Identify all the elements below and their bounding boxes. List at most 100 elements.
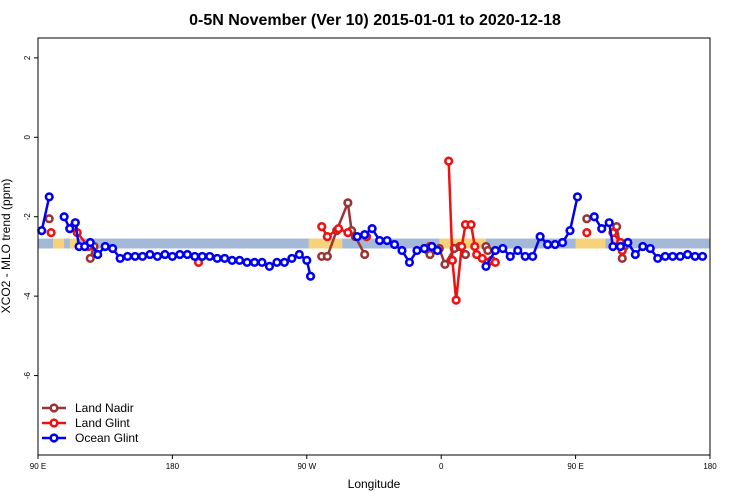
data-point [294, 249, 304, 260]
data-point [360, 249, 370, 260]
y-tick-label: 0 [23, 135, 32, 140]
x-axis: 90 E 180 90 W 0 90 E 180 [30, 455, 717, 471]
data-point [425, 249, 435, 260]
chart-title: 0-5N November (Ver 10) 2015-01-01 to 202… [189, 12, 561, 29]
data-point [675, 251, 685, 262]
data-point [597, 224, 607, 234]
data-point [444, 156, 454, 166]
data-point [305, 271, 316, 281]
data-point [108, 243, 118, 254]
data-point [481, 261, 491, 271]
data-point [333, 224, 344, 234]
data-point [412, 245, 422, 256]
data-point [287, 253, 297, 264]
series-land-glint [46, 156, 627, 305]
data-point [37, 226, 47, 236]
data-point [660, 251, 670, 262]
data-point [130, 251, 140, 262]
legend-marker [49, 433, 59, 443]
data-point [272, 257, 282, 267]
data-point [513, 245, 523, 256]
series-line [447, 161, 496, 301]
data-point [604, 218, 614, 228]
data-point [343, 228, 353, 238]
data-point [483, 245, 493, 256]
y-tick-label: -4 [23, 292, 32, 300]
data-point [498, 243, 508, 254]
legend-label: Ocean Glint [75, 431, 139, 445]
data-point [59, 212, 69, 222]
data-point [432, 245, 443, 256]
band-highlight [69, 238, 80, 249]
data-point [470, 241, 480, 252]
data-point [190, 251, 200, 262]
data-point [152, 251, 163, 262]
data-point [343, 198, 353, 208]
data-point [182, 249, 192, 260]
data-point [249, 257, 260, 267]
series-ocean-glint [37, 192, 708, 281]
data-point [382, 235, 392, 246]
data-point [242, 257, 252, 267]
data-point [528, 251, 538, 262]
data-point [572, 192, 583, 202]
data-point [460, 249, 471, 260]
legend-label: Land Glint [75, 416, 130, 430]
band-highlight [308, 238, 343, 249]
data-point [653, 253, 663, 264]
series-line [320, 226, 349, 239]
data-point [85, 253, 95, 264]
x-tick-label: 90 E [30, 462, 46, 471]
data-point [457, 241, 467, 252]
data-point [145, 249, 155, 260]
data-point [160, 249, 170, 260]
data-point [70, 218, 80, 228]
y-axis: 2 0 -2 -4 -6 [23, 55, 38, 379]
series-line [40, 196, 51, 231]
data-point [279, 257, 290, 267]
data-point [550, 239, 560, 250]
data-point [630, 249, 640, 260]
data-point [235, 255, 245, 266]
data-point [227, 255, 237, 266]
y-tick-label: -2 [23, 213, 32, 221]
data-point [44, 192, 54, 202]
legend-marker [49, 418, 59, 428]
data-point [668, 251, 678, 262]
data-point [617, 253, 627, 264]
data-point [115, 253, 125, 264]
x-tick-label: 180 [166, 462, 180, 471]
data-point [682, 249, 693, 260]
data-point [582, 228, 592, 238]
data-point [557, 237, 568, 248]
data-point [302, 255, 312, 266]
legend-item: Land Nadir [42, 401, 134, 415]
x-tick-label: 90 E [567, 462, 583, 471]
y-tick-label: -6 [23, 371, 32, 379]
data-point [645, 243, 655, 254]
data-point [397, 245, 407, 256]
data-point [197, 251, 207, 262]
plot-frame [37, 37, 711, 456]
data-point [44, 214, 54, 224]
data-point [451, 295, 461, 305]
data-point [690, 251, 700, 262]
band-highlight [575, 238, 606, 249]
data-point [608, 241, 618, 252]
data-point [137, 251, 148, 262]
data-point [440, 259, 450, 269]
legend-item: Ocean Glint [42, 431, 139, 445]
data-point [167, 251, 177, 262]
data-point [447, 255, 458, 266]
data-point [46, 228, 56, 238]
data-point [322, 231, 332, 242]
data-point [589, 212, 599, 222]
data-point [404, 257, 415, 267]
x-tick-label: 180 [703, 462, 717, 471]
x-tick-label: 90 W [297, 462, 316, 471]
data-point [490, 245, 500, 256]
data-point [419, 243, 430, 254]
data-point [122, 251, 133, 262]
data-point [466, 220, 476, 230]
